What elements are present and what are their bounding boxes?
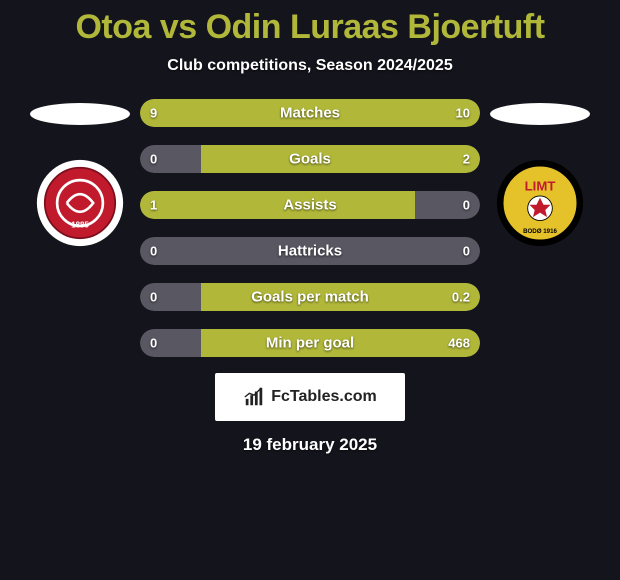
brand-logo[interactable]: FcTables.com: [215, 373, 405, 421]
metric-value-right: 468: [448, 336, 470, 351]
metric-value-left: 0: [150, 244, 157, 259]
metric-row: 0 2 Goals: [140, 145, 480, 173]
team-badge-left: 1885: [36, 159, 124, 247]
metric-value-right: 0: [463, 244, 470, 259]
metric-label: Goals: [289, 151, 331, 168]
metric-label: Hattricks: [278, 243, 342, 260]
team-badge-right: LIMT BODØ 1916: [496, 159, 584, 247]
metric-row: 0 0.2 Goals per match: [140, 283, 480, 311]
bar-fill-right: [201, 145, 480, 173]
metric-label: Assists: [283, 197, 336, 214]
bar-fill-left: [140, 191, 415, 219]
metric-row: 0 468 Min per goal: [140, 329, 480, 357]
chart-icon: [243, 386, 265, 408]
left-side: 1885: [20, 99, 140, 247]
metric-bars: 910Matches02Goals10Assists00Hattricks00.…: [140, 99, 480, 357]
brand-text: FcTables.com: [271, 388, 377, 406]
date-label: 19 february 2025: [0, 435, 620, 455]
metric-value-right: 10: [456, 106, 470, 121]
page-title: Otoa vs Odin Luraas Bjoertuft: [0, 0, 620, 47]
bar-fill-left: [140, 99, 300, 127]
metric-row: 0 0 Hattricks: [140, 237, 480, 265]
comparison-panel: 1885 910Matches02Goals10Assists00Hattric…: [0, 99, 620, 357]
metric-value-right: 0: [463, 198, 470, 213]
metric-value-right: 0.2: [452, 290, 470, 305]
metric-label: Goals per match: [251, 289, 369, 306]
svg-text:LIMT: LIMT: [525, 179, 556, 194]
svg-text:1885: 1885: [71, 221, 89, 230]
subtitle: Club competitions, Season 2024/2025: [0, 57, 620, 75]
metric-value-left: 1: [150, 198, 157, 213]
metric-value-left: 0: [150, 290, 157, 305]
metric-value-left: 0: [150, 336, 157, 351]
metric-label: Matches: [280, 105, 340, 122]
right-side: LIMT BODØ 1916: [480, 99, 600, 247]
player-silhouette-right: [490, 103, 590, 125]
metric-row: 1 0 Assists: [140, 191, 480, 219]
metric-row: 9 10 Matches: [140, 99, 480, 127]
metric-value-right: 2: [463, 152, 470, 167]
svg-text:BODØ 1916: BODØ 1916: [523, 228, 557, 235]
metric-value-left: 9: [150, 106, 157, 121]
player-silhouette-left: [30, 103, 130, 125]
metric-label: Min per goal: [266, 335, 354, 352]
metric-value-left: 0: [150, 152, 157, 167]
